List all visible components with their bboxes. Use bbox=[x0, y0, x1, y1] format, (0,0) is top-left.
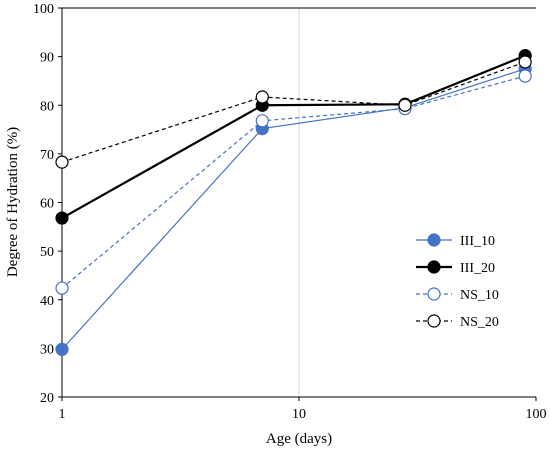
series-III_10 bbox=[55, 62, 532, 356]
x-axis-title: Age (days) bbox=[266, 431, 332, 447]
y-tick-label: 70 bbox=[40, 148, 54, 163]
legend: III_10 III_20 NS_10 NS_20 bbox=[416, 233, 499, 330]
y-tick-label: 30 bbox=[40, 342, 54, 357]
y-tick-labels: 20 30 40 50 60 70 80 90 100 bbox=[33, 2, 62, 406]
legend-entry-NS_20: NS_20 bbox=[416, 314, 499, 330]
series-layer bbox=[55, 49, 532, 356]
legend-entry-III_20: III_20 bbox=[416, 260, 495, 276]
legend-label: III_20 bbox=[460, 261, 495, 276]
data-point-NS_20 bbox=[55, 155, 69, 169]
legend-marker bbox=[427, 260, 441, 274]
data-point-NS_20 bbox=[398, 98, 412, 112]
y-tick-label: 20 bbox=[40, 391, 54, 406]
data-point-III_10 bbox=[55, 342, 69, 356]
legend-marker bbox=[427, 314, 441, 328]
y-axis-title: Degree of Hydration (%) bbox=[5, 127, 21, 277]
series-III_20 bbox=[55, 49, 532, 225]
data-point-NS_10 bbox=[518, 69, 532, 83]
data-point-NS_10 bbox=[55, 281, 69, 295]
series-line-NS_20 bbox=[61, 61, 526, 163]
x-tick-label: 1 bbox=[59, 407, 66, 422]
data-point-NS_10 bbox=[255, 114, 269, 128]
legend-entry-NS_10: NS_10 bbox=[416, 287, 499, 303]
y-tick-label: 100 bbox=[33, 2, 54, 17]
legend-entry-III_10: III_10 bbox=[416, 233, 495, 249]
data-point-NS_20 bbox=[518, 55, 532, 69]
data-point-NS_20 bbox=[255, 90, 269, 104]
series-line-NS_10 bbox=[61, 75, 526, 289]
x-tick-label: 10 bbox=[292, 407, 306, 422]
legend-marker bbox=[427, 287, 441, 301]
legend-label: III_10 bbox=[460, 234, 495, 249]
y-tick-label: 50 bbox=[40, 245, 54, 260]
y-tick-label: 80 bbox=[40, 99, 54, 114]
x-tick-label: 100 bbox=[526, 407, 547, 422]
x-tick-labels: 1 10 100 bbox=[59, 397, 547, 422]
series-line-III_10 bbox=[61, 68, 526, 350]
y-tick-label: 60 bbox=[40, 197, 54, 212]
y-tick-label: 40 bbox=[40, 294, 54, 309]
series-NS_20 bbox=[55, 55, 532, 169]
legend-marker bbox=[427, 233, 441, 247]
series-line-III_20 bbox=[61, 54, 526, 220]
legend-label: NS_20 bbox=[460, 315, 499, 330]
y-tick-label: 90 bbox=[40, 51, 54, 66]
data-point-III_20 bbox=[55, 211, 69, 225]
legend-label: NS_10 bbox=[460, 288, 499, 303]
